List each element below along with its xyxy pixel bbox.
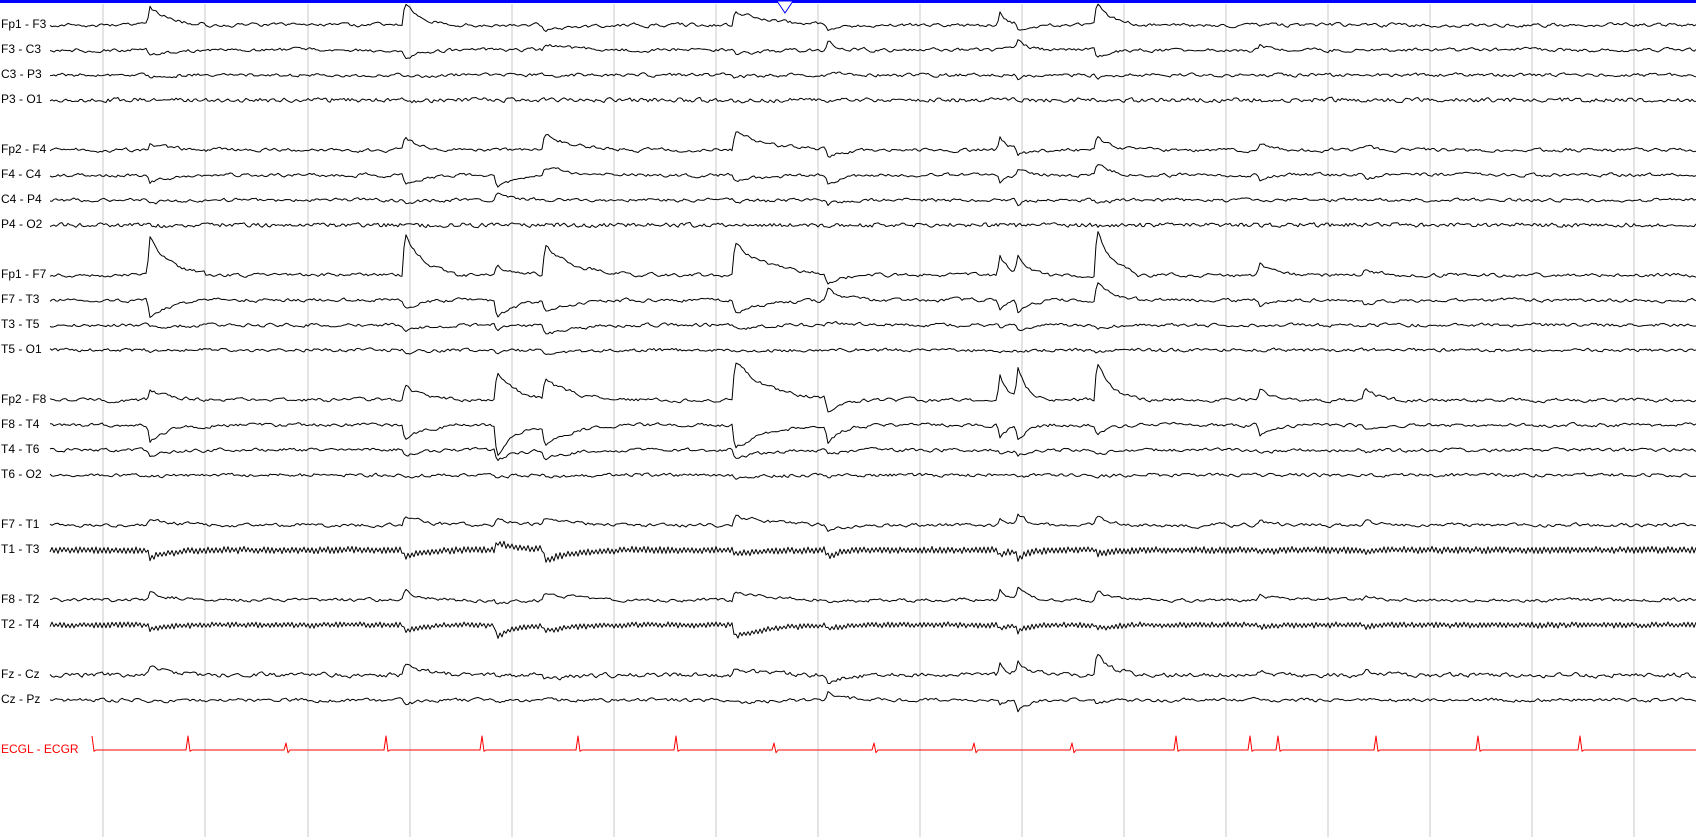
eeg-channel-trace <box>49 621 1696 639</box>
channel-label[interactable]: C4 - P4 <box>1 192 42 206</box>
eeg-channel-trace <box>49 231 1696 285</box>
channel-label[interactable]: Fp2 - F4 <box>1 142 47 156</box>
time-gridlines <box>102 4 1635 837</box>
eeg-channel-trace <box>49 472 1696 480</box>
eeg-channel-trace <box>49 39 1696 60</box>
eeg-channel-trace <box>49 164 1696 188</box>
eeg-channel-trace <box>49 540 1696 563</box>
channel-label[interactable]: T1 - T3 <box>1 542 40 556</box>
channel-label[interactable]: T6 - O2 <box>1 467 42 481</box>
eeg-channel-trace <box>49 71 1696 81</box>
timeline-bar[interactable] <box>0 0 1696 14</box>
channel-label[interactable]: Cz - Pz <box>1 692 41 706</box>
channel-label[interactable]: Fp1 - F7 <box>1 267 47 281</box>
timeline-bar[interactable] <box>0 0 1696 3</box>
eeg-channel-trace <box>49 282 1696 318</box>
channel-label[interactable]: ECGL - ECGR <box>1 742 79 756</box>
ecg-trace <box>91 735 1696 754</box>
eeg-channel-trace <box>49 653 1696 685</box>
channel-label[interactable]: P4 - O2 <box>1 217 43 231</box>
channel-label[interactable]: C3 - P3 <box>1 67 42 81</box>
channel-label[interactable]: T2 - T4 <box>1 617 40 631</box>
eeg-channel-trace <box>49 192 1696 207</box>
eeg-channel-trace <box>49 347 1696 355</box>
eeg-channel-trace <box>49 362 1696 413</box>
eeg-channel-trace <box>49 586 1696 605</box>
channel-label[interactable]: F8 - T2 <box>1 592 40 606</box>
eeg-channel-trace <box>49 321 1696 335</box>
channel-label[interactable]: T5 - O1 <box>1 342 42 356</box>
channel-label[interactable]: T3 - T5 <box>1 317 40 331</box>
channel-label[interactable]: P3 - O1 <box>1 92 43 106</box>
eeg-channel-trace <box>49 691 1696 713</box>
eeg-channel-trace <box>49 221 1696 229</box>
channel-label[interactable]: F3 - C3 <box>1 42 42 56</box>
channel-label[interactable]: F7 - T3 <box>1 292 40 306</box>
eeg-channel-trace <box>49 421 1696 456</box>
channel-traces <box>49 3 1696 754</box>
eeg-channel-trace <box>49 131 1696 158</box>
channel-label[interactable]: F4 - C4 <box>1 167 42 181</box>
channel-label[interactable]: F7 - T1 <box>1 517 40 531</box>
eeg-channel-trace <box>49 3 1696 32</box>
eeg-channel-trace <box>49 513 1696 532</box>
channel-label[interactable]: T4 - T6 <box>1 442 40 456</box>
eeg-channel-trace <box>49 96 1696 104</box>
eeg-channel-trace <box>49 447 1696 461</box>
channel-label[interactable]: Fp2 - F8 <box>1 392 47 406</box>
channel-label[interactable]: Fp1 - F3 <box>1 17 47 31</box>
channel-label[interactable]: Fz - Cz <box>1 667 40 681</box>
channel-label[interactable]: F8 - T4 <box>1 417 40 431</box>
triangle-down-icon[interactable] <box>776 0 794 14</box>
